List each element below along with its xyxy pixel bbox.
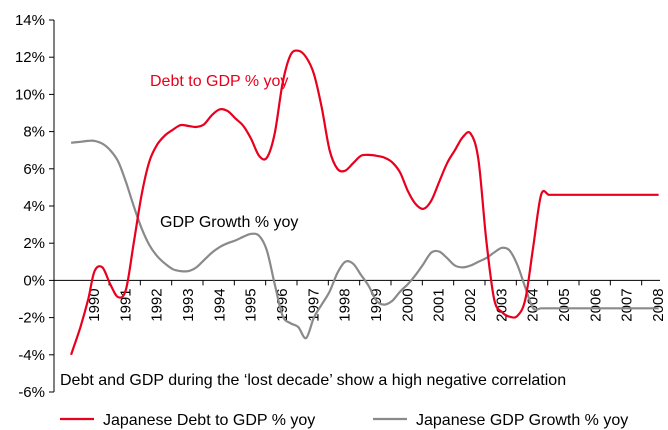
- y-tick-label: -2%: [18, 310, 45, 327]
- y-tick-label: 10%: [15, 86, 45, 103]
- y-tick-label: -6%: [18, 384, 45, 401]
- y-tick-label: -4%: [18, 347, 45, 364]
- x-tick-label: 2007: [619, 288, 636, 321]
- x-tick-label: 2003: [493, 288, 510, 321]
- x-axis: 1990 1991 1992 1993 1994 1995 1996 1997 1998 1999…: [54, 279, 667, 322]
- gdp-annotation: GDP Growth % yoy: [160, 214, 298, 231]
- x-tick-label: 1990: [86, 288, 103, 321]
- y-tick-label: 4%: [23, 198, 45, 215]
- y-tick-label: 6%: [23, 161, 45, 178]
- x-tick-label: 1997: [305, 288, 322, 321]
- x-tick-label: 1992: [149, 288, 166, 321]
- y-axis: -6% -4% -2% 0% 2% 4% 6% 8% 10% 12% 14%: [15, 12, 55, 401]
- y-tick-label: 2%: [23, 235, 45, 252]
- note-annotation: Debt and GDP during the ‘lost decade’ sh…: [60, 372, 566, 389]
- x-tick-label: 2005: [556, 288, 573, 321]
- x-tick-label: 2008: [650, 288, 667, 321]
- series-lines: [70, 49, 659, 356]
- y-tick-label: 12%: [15, 49, 45, 66]
- x-tick-label: 1994: [211, 288, 228, 321]
- gdp-growth-line: [70, 139, 659, 340]
- y-tick-label: 14%: [15, 12, 45, 29]
- debt-to-gdp-line: [70, 49, 659, 356]
- x-tick-label: 2006: [587, 288, 604, 321]
- x-tick-label: 1999: [368, 288, 385, 321]
- x-tick-label: 2002: [462, 288, 479, 321]
- annotations: Debt to GDP % yoy GDP Growth % yoy Debt an…: [60, 73, 566, 389]
- x-tick-label: 1991: [117, 288, 134, 321]
- x-tick-label: 2000: [399, 288, 416, 321]
- x-tick-label: 1998: [337, 288, 354, 321]
- legend: Japanese Debt to GDP % yoy Japanese GDP G…: [60, 412, 628, 429]
- y-tick-label: 8%: [23, 124, 45, 141]
- legend-label-debt: Japanese Debt to GDP % yoy: [103, 412, 315, 429]
- y-tick-label: 0%: [23, 272, 45, 289]
- x-tick-label: 1993: [180, 288, 197, 321]
- legend-label-gdp: Japanese GDP Growth % yoy: [416, 412, 628, 429]
- x-tick-label: 2001: [431, 288, 448, 321]
- debt-annotation: Debt to GDP % yoy: [150, 73, 288, 90]
- x-tick-label: 1995: [243, 288, 260, 321]
